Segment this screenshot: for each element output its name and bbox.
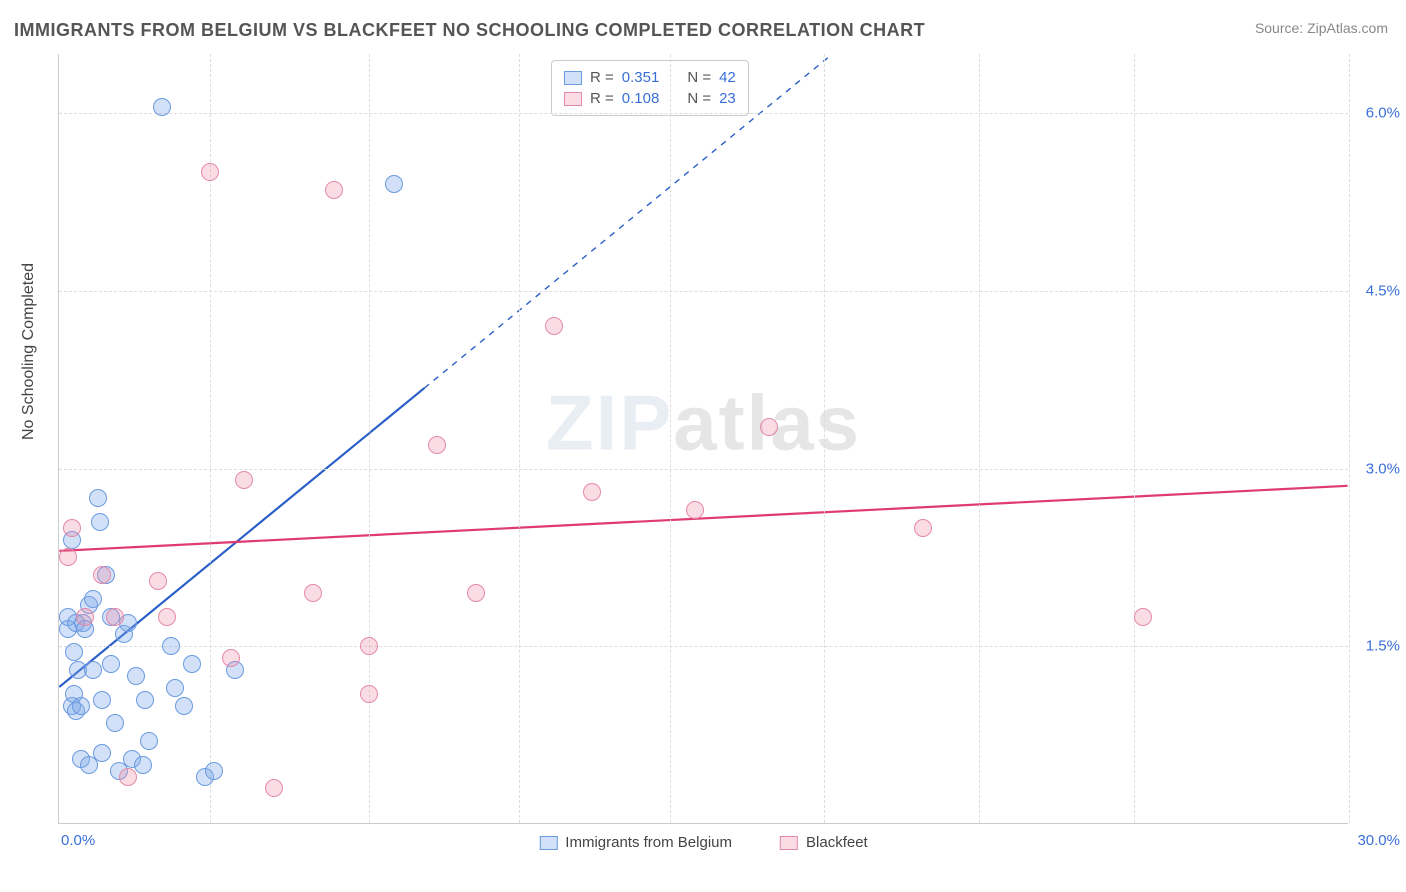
legend-label: Immigrants from Belgium xyxy=(565,834,732,851)
legend-label: Blackfeet xyxy=(806,834,868,851)
trend-lines-layer xyxy=(59,54,1348,823)
data-point xyxy=(175,697,193,715)
data-point xyxy=(84,661,102,679)
gridline-horizontal xyxy=(59,469,1348,470)
data-point xyxy=(84,590,102,608)
gridline-vertical xyxy=(1349,54,1350,823)
y-tick-label: 1.5% xyxy=(1352,638,1400,655)
data-point xyxy=(91,513,109,531)
data-point xyxy=(760,418,778,436)
legend-item: Immigrants from Belgium xyxy=(539,834,732,851)
series-legend: Immigrants from Belgium Blackfeet xyxy=(539,834,867,851)
watermark-part-a: ZIP xyxy=(546,379,673,467)
data-point xyxy=(102,655,120,673)
data-point xyxy=(583,483,601,501)
data-point xyxy=(545,317,563,335)
y-axis-label: No Schooling Completed xyxy=(20,263,38,440)
watermark: ZIPatlas xyxy=(546,378,861,469)
data-point xyxy=(119,768,137,786)
data-point xyxy=(201,163,219,181)
data-point xyxy=(467,584,485,602)
legend-swatch xyxy=(780,836,798,850)
stats-legend-row: R = 0.108 N = 23 xyxy=(564,88,736,109)
data-point xyxy=(93,566,111,584)
data-point xyxy=(106,608,124,626)
data-point xyxy=(304,584,322,602)
gridline-vertical xyxy=(824,54,825,823)
chart-title: IMMIGRANTS FROM BELGIUM VS BLACKFEET NO … xyxy=(14,20,925,41)
r-value: 0.351 xyxy=(622,69,660,86)
data-point xyxy=(106,714,124,732)
data-point xyxy=(72,697,90,715)
y-tick-label: 6.0% xyxy=(1352,105,1400,122)
data-point xyxy=(162,637,180,655)
gridline-horizontal xyxy=(59,291,1348,292)
n-value: 42 xyxy=(719,69,736,86)
data-point xyxy=(1134,608,1152,626)
data-point xyxy=(183,655,201,673)
data-point xyxy=(153,98,171,116)
stats-legend-row: R = 0.351 N = 42 xyxy=(564,67,736,88)
data-point xyxy=(914,519,932,537)
n-label: N = xyxy=(687,69,711,86)
data-point xyxy=(63,519,81,537)
gridline-vertical xyxy=(1134,54,1135,823)
r-label: R = xyxy=(590,90,614,107)
gridline-vertical xyxy=(519,54,520,823)
data-point xyxy=(325,181,343,199)
data-point xyxy=(265,779,283,797)
n-value: 23 xyxy=(719,90,736,107)
data-point xyxy=(93,744,111,762)
data-point xyxy=(360,637,378,655)
data-point xyxy=(205,762,223,780)
legend-swatch xyxy=(539,836,557,850)
trend-line xyxy=(59,486,1347,551)
y-tick-label: 4.5% xyxy=(1352,282,1400,299)
legend-swatch xyxy=(564,92,582,106)
data-point xyxy=(59,548,77,566)
x-tick-label: 0.0% xyxy=(61,832,95,849)
data-point xyxy=(428,436,446,454)
data-point xyxy=(140,732,158,750)
x-tick-label: 30.0% xyxy=(1357,832,1400,849)
r-value: 0.108 xyxy=(622,90,660,107)
legend-item: Blackfeet xyxy=(780,834,868,851)
gridline-vertical xyxy=(979,54,980,823)
data-point xyxy=(134,756,152,774)
data-point xyxy=(235,471,253,489)
data-point xyxy=(686,501,704,519)
gridline-horizontal xyxy=(59,113,1348,114)
stats-legend: R = 0.351 N = 42 R = 0.108 N = 23 xyxy=(551,60,749,116)
chart-area: ZIPatlas R =0.351N =42R =0.108N =23 Immi… xyxy=(58,54,1348,824)
data-point xyxy=(127,667,145,685)
data-point xyxy=(89,489,107,507)
gridline-vertical xyxy=(369,54,370,823)
data-point xyxy=(222,649,240,667)
data-point xyxy=(93,691,111,709)
data-point xyxy=(65,643,83,661)
data-point xyxy=(136,691,154,709)
n-label: N = xyxy=(687,90,711,107)
r-label: R = xyxy=(590,69,614,86)
gridline-horizontal xyxy=(59,646,1348,647)
legend-swatch xyxy=(564,71,582,85)
data-point xyxy=(360,685,378,703)
data-point xyxy=(158,608,176,626)
data-point xyxy=(149,572,167,590)
data-point xyxy=(76,608,94,626)
y-tick-label: 3.0% xyxy=(1352,460,1400,477)
gridline-vertical xyxy=(670,54,671,823)
source-label: Source: ZipAtlas.com xyxy=(1255,20,1388,36)
data-point xyxy=(385,175,403,193)
data-point xyxy=(166,679,184,697)
